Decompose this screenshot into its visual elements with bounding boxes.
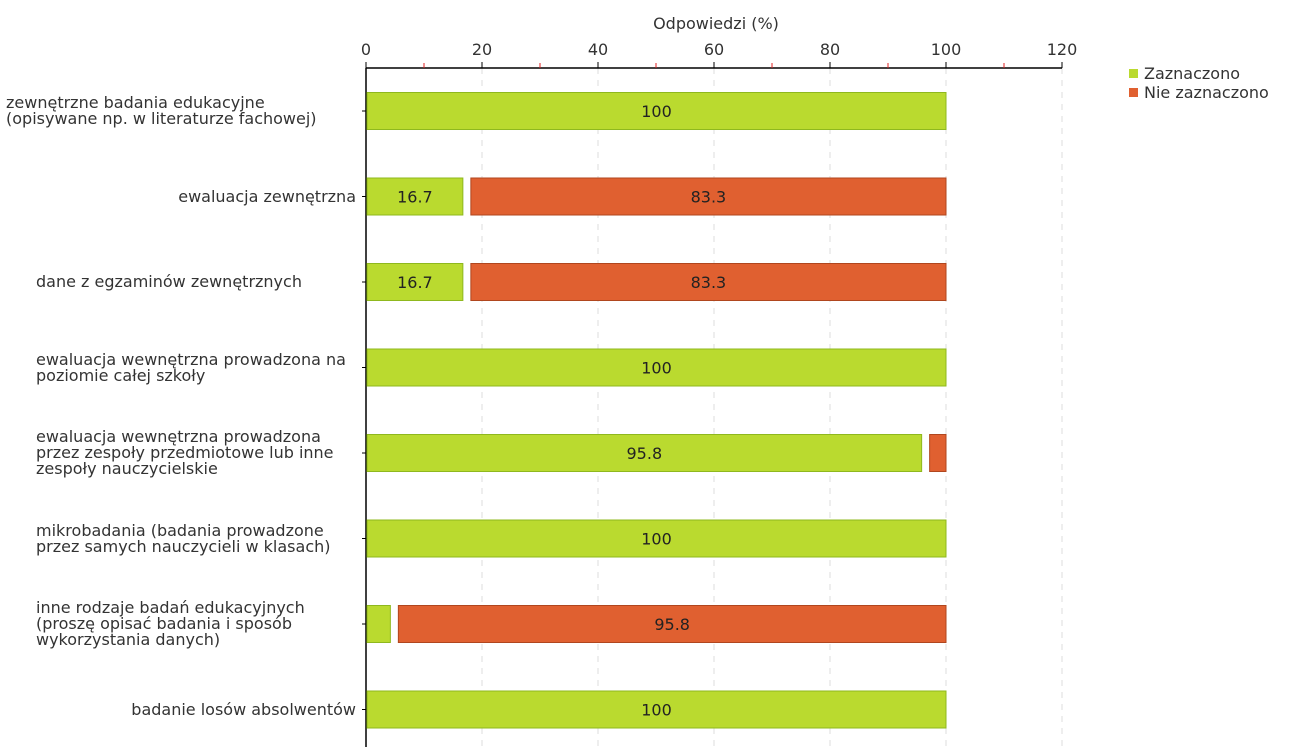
x-tick-label: 120 <box>1047 40 1078 59</box>
bar-data-label: 95.8 <box>627 444 663 463</box>
bar-segment <box>366 92 947 130</box>
bar-segment <box>366 348 947 387</box>
legend-label: Zaznaczono <box>1144 64 1241 83</box>
bar-segment <box>366 263 464 301</box>
bar-segment <box>470 177 947 216</box>
x-tick-label: 40 <box>588 40 608 59</box>
category-label: ewaluacja wewnętrzna prowadzona na pozio… <box>36 349 346 385</box>
grid-layer <box>481 68 1063 747</box>
axis-layer: 0 20 40 60 80 100 120 <box>361 40 1077 747</box>
x-axis-title: Odpowiedzi (%) <box>653 14 779 33</box>
legend-item: Zaznaczono <box>1129 64 1269 83</box>
bar-segment <box>366 177 464 216</box>
legend-swatch <box>1129 88 1138 97</box>
bar-segment <box>366 690 947 729</box>
bar-data-label: 16.7 <box>397 188 433 207</box>
bar-data-label: 83.3 <box>691 273 727 292</box>
bar-segment <box>366 519 947 558</box>
x-tick-label: 100 <box>931 40 962 59</box>
category-label: dane z egzaminów zewnętrznych <box>36 272 302 291</box>
bar-data-label: 16.7 <box>397 273 433 292</box>
bar-data-label: 100 <box>641 359 672 378</box>
bar-data-label: 83.3 <box>691 188 727 207</box>
legend-swatch <box>1129 69 1138 78</box>
legend-label: Nie zaznaczono <box>1144 83 1269 102</box>
bar-segment <box>929 434 947 472</box>
bar-segment <box>397 605 947 643</box>
bar-data-label: 100 <box>641 530 672 549</box>
category-label: ewaluacja wewnętrzna prowadzona przez ze… <box>36 427 334 478</box>
legend-item: Nie zaznaczono <box>1129 83 1269 102</box>
category-label: badanie losów absolwentów <box>131 699 356 719</box>
legend: Zaznaczono Nie zaznaczono <box>1129 64 1269 102</box>
x-tick-label: 80 <box>820 40 840 59</box>
bar-segment <box>470 263 947 301</box>
x-tick-label: 60 <box>704 40 724 59</box>
bar-data-label: 100 <box>641 102 672 121</box>
bar-segment <box>366 434 923 472</box>
bar-data-label: 100 <box>641 701 672 720</box>
category-label: zewnętrzne badania edukacyjne (opisywane… <box>6 93 317 128</box>
x-tick-label: 0 <box>361 40 371 59</box>
bar-layer: 100 16.7 83.3 16.7 83.3 100 95.8 100 95.8 100 <box>366 92 947 729</box>
category-label: inne rodzaje badań edukacyjnych (proszę … <box>36 598 305 649</box>
bar-data-label: 95.8 <box>654 615 690 634</box>
category-label: mikrobadania (badania prowadzone przez s… <box>36 520 331 556</box>
x-tick-label: 20 <box>472 40 492 59</box>
bar-segment <box>366 605 391 643</box>
category-label: ewaluacja zewnętrzna <box>178 186 356 206</box>
